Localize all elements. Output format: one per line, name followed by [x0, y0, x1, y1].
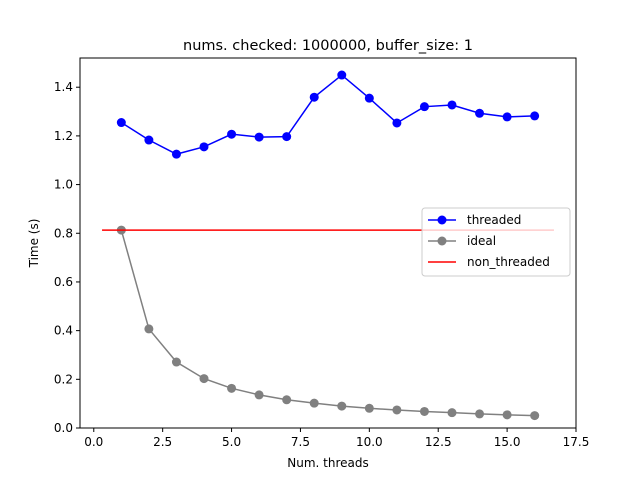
- legend: threaded ideal non_threaded: [421, 207, 571, 277]
- data-point-ideal: [364, 403, 374, 413]
- series-layer: [102, 70, 554, 421]
- legend-marker-threaded: [437, 215, 447, 225]
- data-point-threaded: [530, 111, 540, 121]
- y-axis-ticks: 0.0 0.2 0.4 0.6 0.8 1.0 1.2 1.4: [54, 80, 80, 435]
- x-axis-title: Num. threads: [287, 456, 369, 470]
- legend-label-ideal: ideal: [467, 234, 496, 248]
- data-point-ideal: [254, 390, 264, 400]
- series-line-ideal: [120, 229, 535, 417]
- legend-label-non_threaded: non_threaded: [467, 255, 550, 269]
- y-tick-label: 0.8: [54, 226, 73, 240]
- x-tick-label: 2.5: [153, 435, 172, 449]
- chart-title: nums. checked: 1000000, buffer_size: 1: [183, 38, 473, 54]
- y-tick-label: 0.0: [54, 421, 73, 435]
- data-point-ideal: [171, 357, 181, 367]
- data-point-threaded: [199, 142, 209, 152]
- x-tick-label: 5.0: [222, 435, 241, 449]
- x-tick-label: 7.5: [291, 435, 310, 449]
- data-point-threaded: [502, 112, 512, 122]
- y-tick-label: 0.2: [54, 372, 73, 386]
- y-tick-label: 0.4: [54, 324, 73, 338]
- y-axis-title: Time (s): [27, 219, 41, 269]
- legend-box: [421, 207, 571, 277]
- data-point-ideal: [447, 408, 457, 418]
- legend-marker-ideal: [437, 236, 447, 246]
- y-tick-label: 1.2: [54, 129, 73, 143]
- data-point-threaded: [282, 132, 292, 142]
- series-line-threaded: [120, 74, 535, 155]
- x-axis-ticks: 0.0 2.5 5.0 7.5 10.0 12.5 15.0 17.5: [84, 428, 589, 449]
- y-tick-label: 1.4: [54, 80, 73, 94]
- data-point-ideal: [475, 409, 485, 419]
- x-tick-label: 10.0: [356, 435, 383, 449]
- data-point-ideal: [337, 401, 347, 411]
- data-point-ideal: [419, 406, 429, 416]
- x-tick-label: 15.0: [494, 435, 521, 449]
- data-point-ideal: [392, 405, 402, 415]
- x-tick-label: 17.5: [563, 435, 590, 449]
- data-point-threaded: [227, 129, 237, 139]
- data-point-threaded: [392, 118, 402, 128]
- data-point-ideal: [199, 374, 209, 384]
- data-point-ideal: [227, 383, 237, 393]
- x-tick-label: 12.5: [425, 435, 452, 449]
- y-tick-label: 1.0: [54, 178, 73, 192]
- x-tick-label: 0.0: [84, 435, 103, 449]
- data-point-threaded: [475, 108, 485, 118]
- data-point-ideal: [282, 395, 292, 405]
- data-point-threaded: [419, 102, 429, 112]
- data-point-threaded: [309, 92, 319, 102]
- data-point-ideal: [530, 411, 540, 421]
- data-point-ideal: [144, 324, 154, 334]
- plot-frame: [79, 57, 577, 429]
- data-point-threaded: [337, 70, 347, 80]
- data-point-ideal: [502, 410, 512, 420]
- data-point-ideal: [309, 398, 319, 408]
- data-point-threaded: [364, 93, 374, 103]
- data-point-threaded: [144, 135, 154, 145]
- data-point-threaded: [116, 118, 126, 128]
- data-point-threaded: [254, 132, 264, 142]
- legend-label-threaded: threaded: [467, 213, 521, 227]
- data-point-threaded: [171, 149, 181, 159]
- data-point-threaded: [447, 100, 457, 110]
- y-tick-label: 0.6: [54, 275, 73, 289]
